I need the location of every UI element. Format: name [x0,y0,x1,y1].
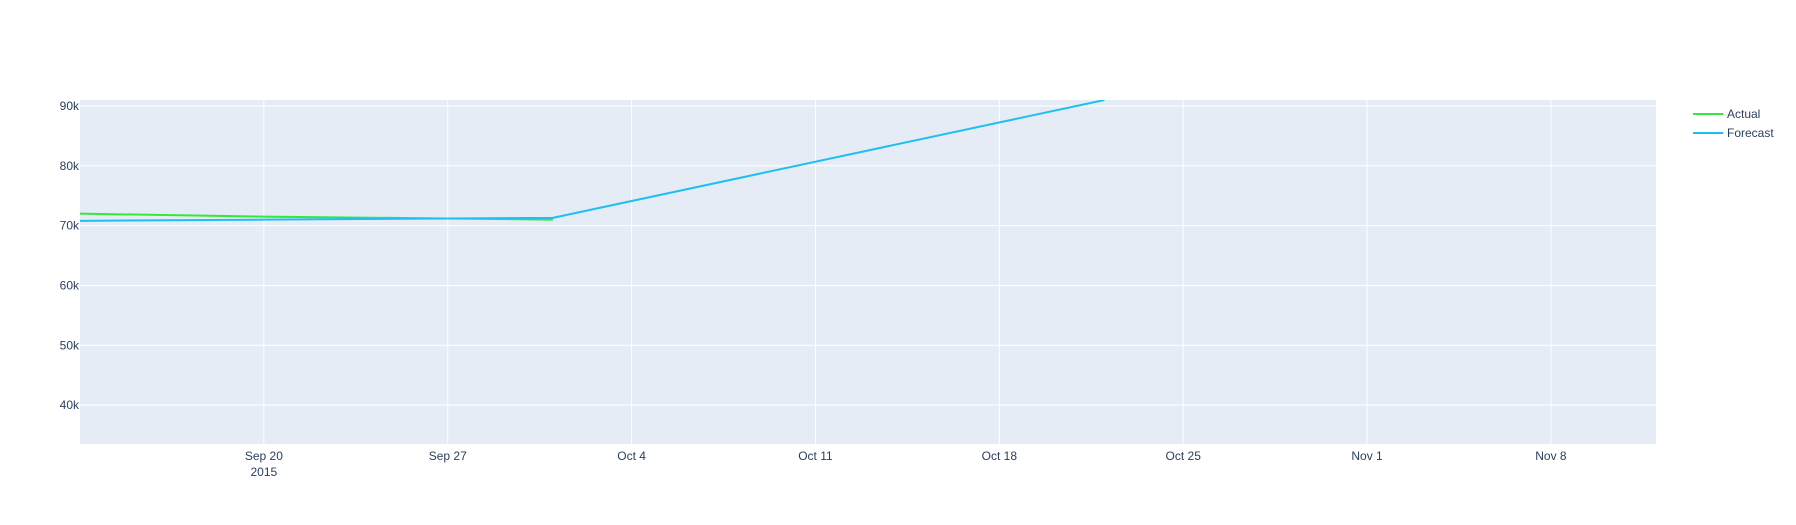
axes: Sep 20 2015 Sep 27 Oct 4 Oct 11 Oct 18 Oct 25 N… [60,99,1567,479]
plot-area [80,100,1656,444]
y-tick-label: 90k [60,99,80,113]
x-tick-label: Nov 8 [1535,449,1567,463]
x-tick-label: Nov 1 [1351,449,1383,463]
y-tick-label: 70k [60,219,80,233]
legend-label: Actual [1727,107,1760,121]
legend[interactable]: Actual Forecast [1693,107,1774,140]
x-tick-label: Oct 4 [617,449,646,463]
y-tick-label: 80k [60,159,80,173]
x-tick-label: Oct 25 [1166,449,1202,463]
series-line-forecast [80,100,1105,222]
x-tick-label: Sep 20 [245,449,283,463]
y-tick-label: 50k [60,338,80,352]
y-tick-label: 40k [60,398,80,412]
x-tick-label: Sep 27 [429,449,467,463]
legend-item-forecast[interactable]: Forecast [1693,126,1774,140]
series-lines [80,100,1105,222]
legend-label: Forecast [1727,126,1774,140]
y-tick-label: 60k [60,278,80,292]
x-tick-label: Oct 18 [982,449,1018,463]
legend-item-actual[interactable]: Actual [1693,107,1760,121]
grid-lines [80,100,1656,444]
x-tick-label: Oct 11 [798,449,833,463]
x-tick-sublabel: 2015 [251,465,278,479]
